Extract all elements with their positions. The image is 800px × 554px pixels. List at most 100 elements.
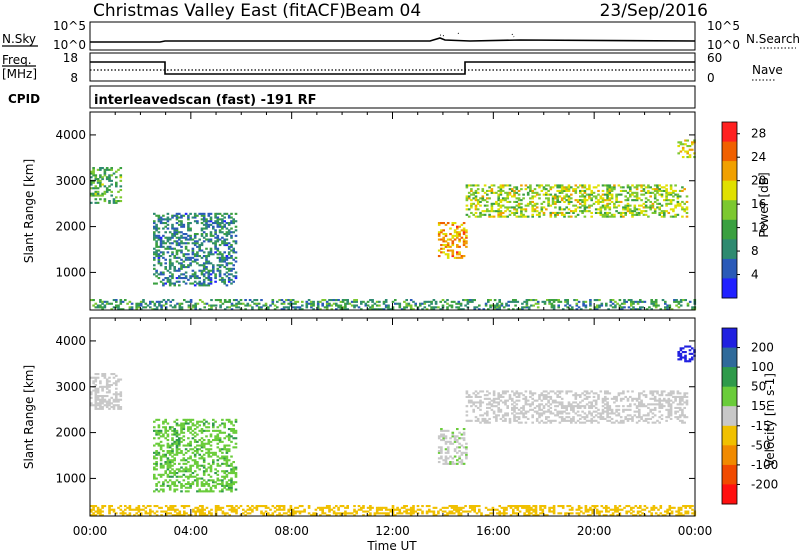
range-cell xyxy=(202,422,206,425)
range-cell xyxy=(128,512,132,515)
range-cell xyxy=(159,466,163,469)
range-cell xyxy=(223,260,226,263)
range-cell xyxy=(449,249,452,252)
range-cell xyxy=(653,188,657,191)
range-cell xyxy=(474,208,478,211)
range-cell xyxy=(119,189,123,192)
range-cell xyxy=(216,238,220,241)
range-cell xyxy=(171,508,175,511)
range-cell xyxy=(166,457,170,460)
range-cell xyxy=(421,512,424,515)
range-cell xyxy=(157,258,161,261)
range-cell xyxy=(446,448,450,451)
range-cell xyxy=(296,306,300,309)
range-cell xyxy=(216,435,220,438)
range-cell xyxy=(446,238,450,241)
range-cell xyxy=(542,410,546,413)
range-cell xyxy=(551,211,555,214)
range-cell xyxy=(234,260,238,263)
range-cell xyxy=(650,506,653,509)
range-cell xyxy=(465,390,469,393)
range-cell xyxy=(382,506,386,509)
range-cell xyxy=(159,244,163,247)
range-cell xyxy=(676,197,680,200)
range-cell xyxy=(216,483,220,486)
range-cell xyxy=(196,277,199,280)
range-cell xyxy=(202,439,206,442)
range-cell xyxy=(209,475,213,478)
x-tick-label: 00:00 xyxy=(678,524,713,538)
range-cell xyxy=(216,212,220,215)
range-cell xyxy=(672,210,675,213)
range-cell xyxy=(583,186,587,189)
range-cell xyxy=(239,299,243,302)
range-cell xyxy=(667,392,671,395)
scatter-region xyxy=(153,418,238,493)
range-cell xyxy=(209,247,213,250)
range-cell xyxy=(667,408,671,411)
range-cell xyxy=(594,401,598,404)
range-cell xyxy=(658,394,661,397)
range-cell xyxy=(659,512,663,515)
range-cell xyxy=(287,510,290,513)
range-cell xyxy=(262,514,265,517)
range-cell xyxy=(112,510,116,513)
range-cell xyxy=(189,455,192,458)
range-cell xyxy=(551,186,555,189)
range-cell xyxy=(594,403,598,406)
range-cell xyxy=(205,426,208,429)
range-cell xyxy=(486,412,489,415)
range-cell xyxy=(103,385,107,388)
range-cell xyxy=(658,403,661,406)
range-cell xyxy=(542,395,546,398)
range-cell xyxy=(522,394,525,397)
range-cell xyxy=(419,302,422,305)
colorbar-tick-label: 4 xyxy=(751,268,759,282)
range-cell xyxy=(644,394,648,397)
range-cell xyxy=(166,468,170,471)
range-cell xyxy=(563,419,566,422)
range-cell xyxy=(487,508,490,511)
range-cell xyxy=(168,459,172,462)
range-cell xyxy=(660,189,664,192)
range-cell xyxy=(630,512,633,515)
range-cell xyxy=(208,308,211,311)
range-cell xyxy=(508,395,512,398)
range-cell xyxy=(182,236,186,239)
range-cell xyxy=(235,505,238,508)
range-cell xyxy=(660,399,664,402)
range-cell xyxy=(688,300,692,303)
range-cell xyxy=(448,512,452,515)
range-cell xyxy=(223,278,226,281)
range-cell xyxy=(117,190,120,193)
range-cell xyxy=(189,420,192,423)
range-cell xyxy=(625,505,628,508)
range-cell xyxy=(403,510,406,513)
range-cell xyxy=(103,398,107,401)
colorbar-tick-label: 12 xyxy=(751,221,766,235)
range-cell xyxy=(656,202,659,205)
range-cell xyxy=(227,439,231,442)
range-cell xyxy=(99,512,102,515)
range-cell xyxy=(550,306,554,309)
range-cell xyxy=(348,512,352,515)
range-cell xyxy=(176,508,179,511)
range-cell xyxy=(337,508,340,511)
range-cell xyxy=(157,245,161,248)
range-cell xyxy=(230,510,234,513)
range-cell xyxy=(683,401,686,404)
range-cell xyxy=(119,185,123,188)
range-cell xyxy=(481,401,485,404)
range-cell xyxy=(208,510,211,513)
range-cell xyxy=(187,483,190,486)
range-cell xyxy=(210,304,213,307)
range-cell xyxy=(620,508,624,511)
range-cell xyxy=(175,450,179,453)
range-cell xyxy=(173,267,176,270)
range-cell xyxy=(647,421,650,424)
range-cell xyxy=(202,275,206,278)
range-cell xyxy=(200,227,204,230)
range-cell xyxy=(556,390,559,393)
range-cell xyxy=(149,302,152,305)
range-cell xyxy=(407,508,411,511)
